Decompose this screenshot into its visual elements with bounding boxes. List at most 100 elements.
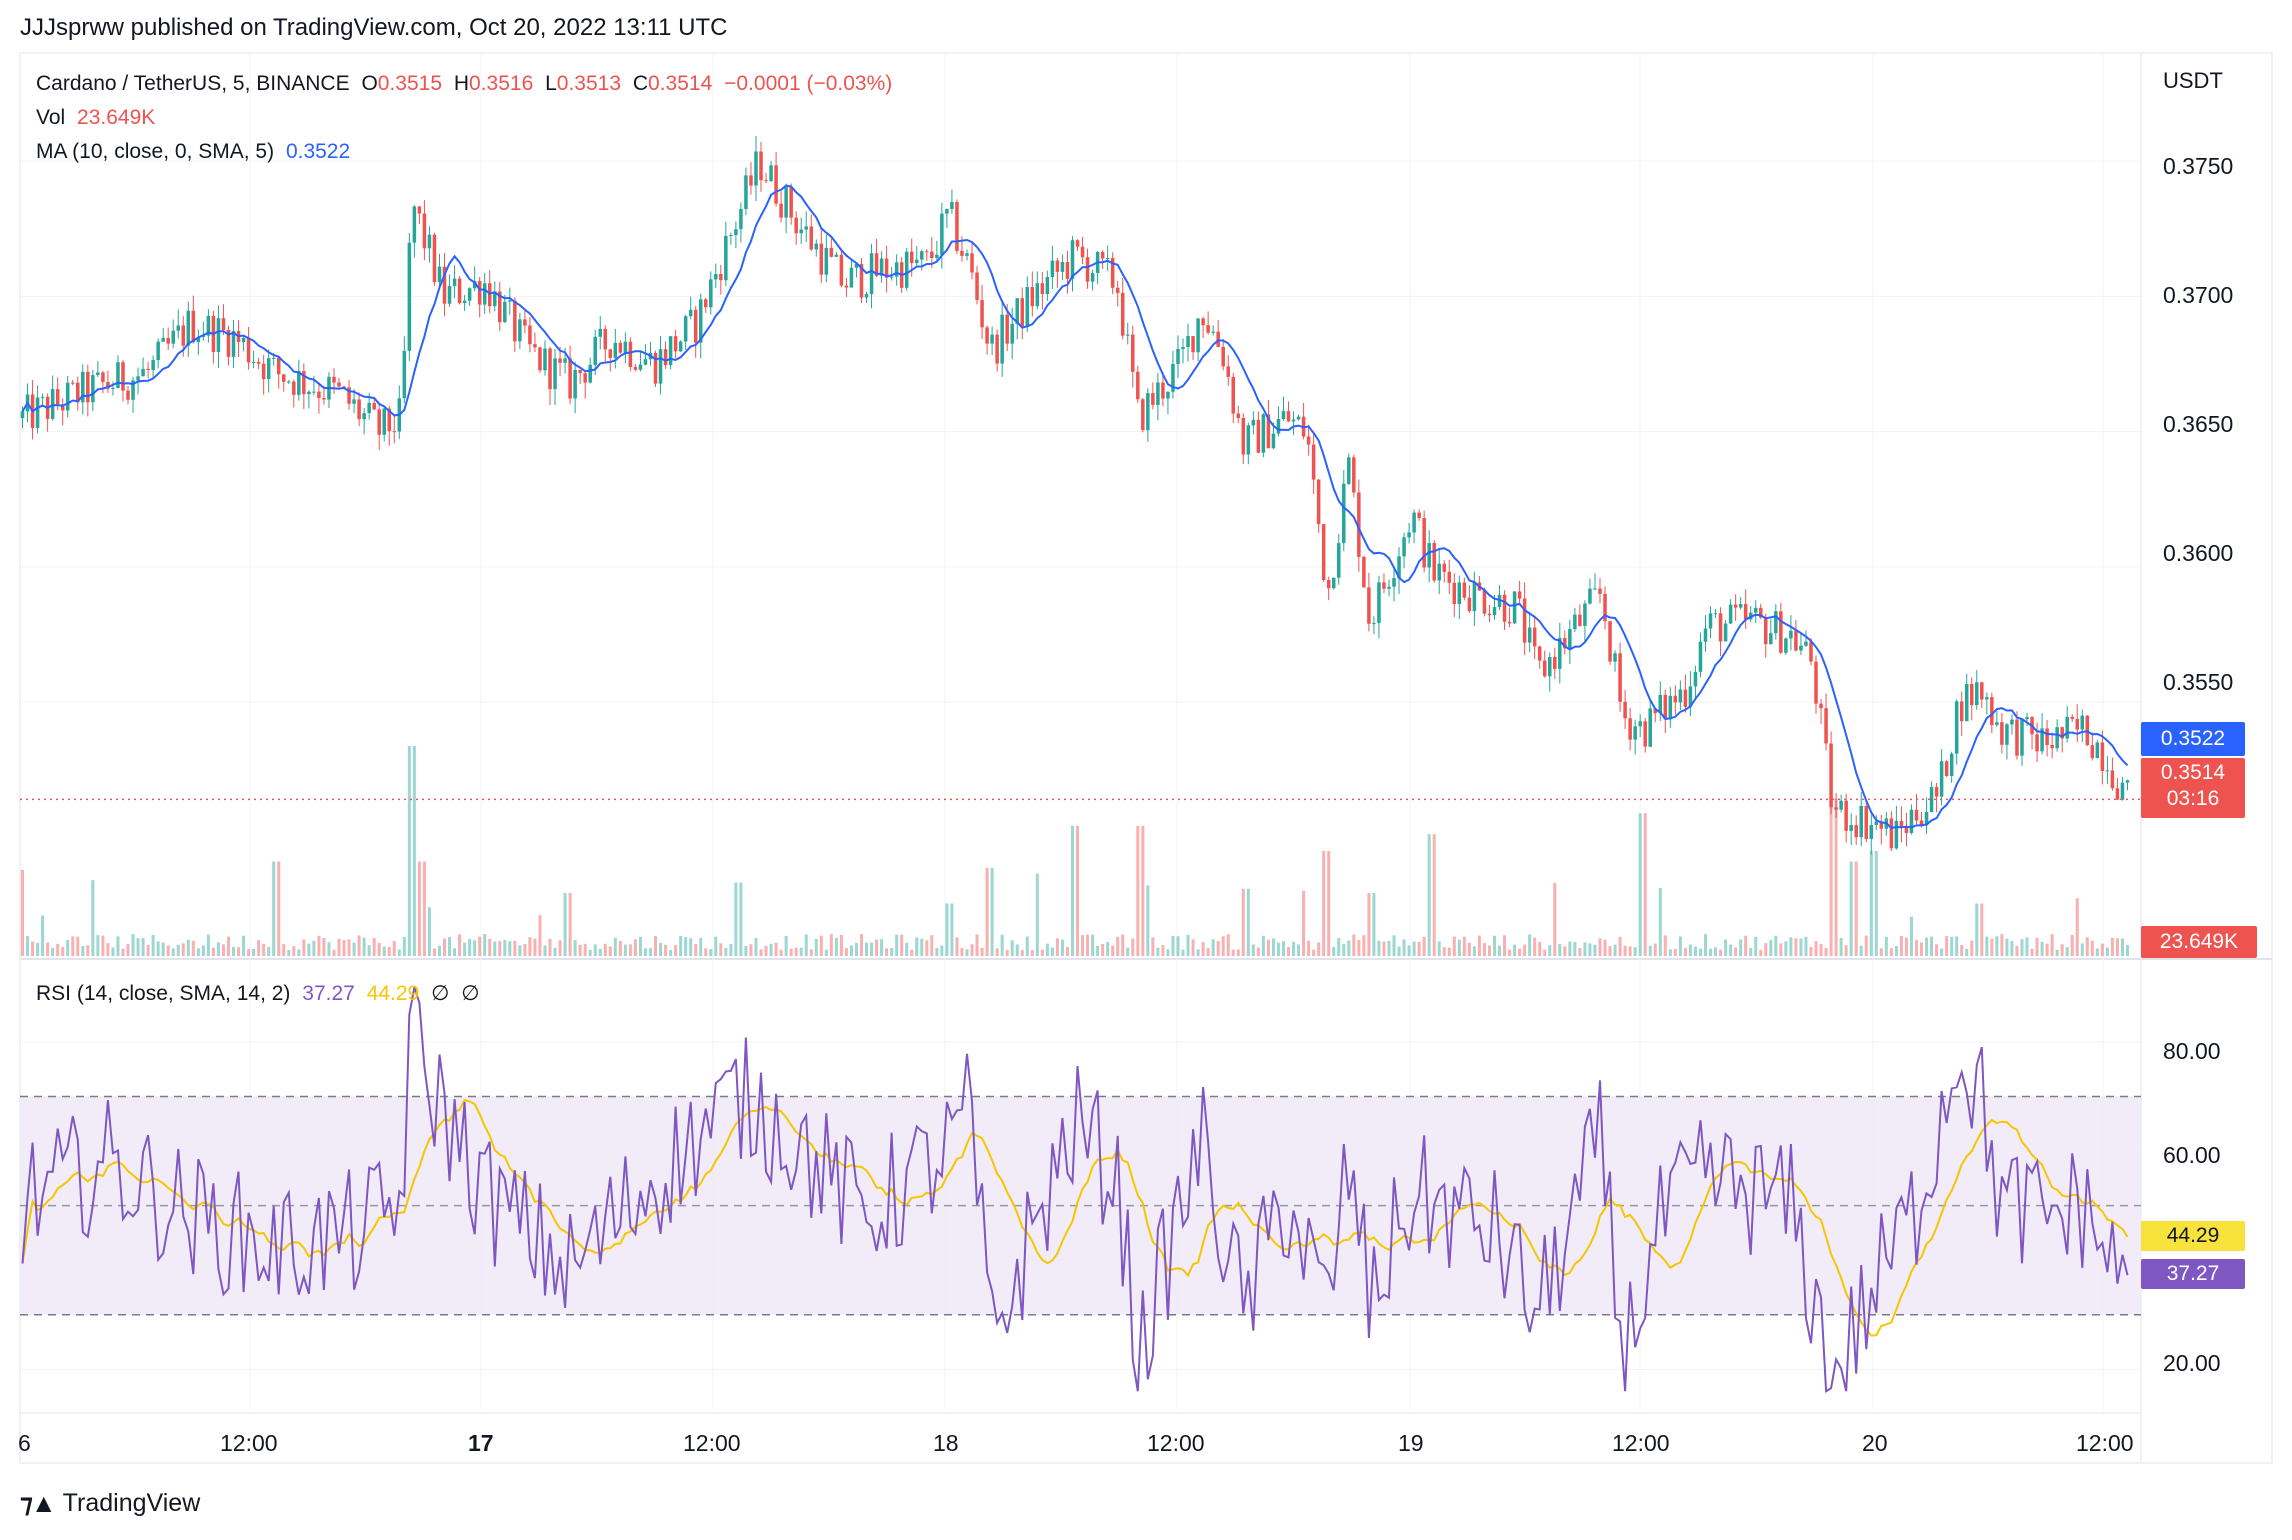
candle-body [382, 408, 386, 435]
candle-body [2000, 722, 2004, 745]
candle-body [1392, 578, 1396, 587]
candle-body [1161, 382, 1165, 399]
candle-body [1387, 586, 1391, 589]
candle-body [703, 299, 708, 308]
volume-bar [1799, 938, 1803, 956]
candle-body [1829, 743, 1833, 808]
volume-bar [36, 942, 40, 956]
candle-body [1055, 260, 1060, 272]
candle-body [1427, 543, 1431, 568]
candle-body [106, 382, 110, 389]
ohlc-low: L0.3513 [545, 72, 621, 95]
volume-bar [1683, 947, 1687, 956]
low-label: L [545, 72, 557, 95]
volume-bar [262, 943, 266, 956]
candle-body [1492, 607, 1497, 616]
candle-body [1241, 417, 1246, 455]
candle-body [1949, 753, 1954, 776]
volume-bar [312, 940, 316, 956]
candle-body [1120, 292, 1125, 336]
high-value: 0.3516 [469, 72, 534, 95]
candle-body [794, 217, 798, 234]
candle-body [1437, 563, 1441, 581]
candle-body [1176, 349, 1180, 364]
volume-bar [136, 938, 140, 956]
candle-body [1779, 611, 1783, 653]
volume-bar [709, 949, 713, 956]
candle-body [181, 325, 186, 346]
volume-bar [166, 945, 170, 956]
volume-bar [1583, 942, 1587, 956]
candle-body [1980, 682, 1984, 700]
candle-body [1110, 257, 1115, 288]
volume-bar [2095, 948, 2099, 956]
candle-body [226, 329, 231, 357]
ma-legend: MA (10, close, 0, SMA, 5) 0.3522 [36, 140, 356, 164]
volume-bar [31, 941, 35, 956]
candle-body [2105, 770, 2110, 772]
tradingview-brand[interactable]: ⁊▲ TradingView [20, 1488, 200, 1519]
candle-body [1502, 594, 1507, 622]
candle-body [1653, 708, 1658, 714]
candle-body [1010, 323, 1014, 344]
candle-body [292, 381, 296, 395]
candle-body [35, 397, 40, 428]
time-label-7: 12:00 [1612, 1430, 1670, 1456]
candle-body [829, 247, 834, 257]
rsi-band-fill [20, 1096, 2141, 1315]
candle-body [392, 431, 397, 433]
candle-body [1542, 660, 1547, 677]
volume-bar [1251, 944, 1255, 956]
volume-bar [885, 948, 889, 956]
volume-bar [1794, 938, 1798, 956]
volume-bar [1121, 934, 1125, 956]
volume-bar [2055, 949, 2059, 956]
volume-bar [126, 943, 130, 956]
open-value: 0.3515 [377, 72, 443, 95]
volume-bar [925, 940, 929, 956]
volume-bar [1141, 825, 1145, 956]
volume-bar [1879, 948, 1883, 956]
candle-body [1065, 262, 1070, 279]
volume-bar [51, 948, 55, 956]
rsi-polyline [21, 986, 2129, 1393]
volume-bar [849, 945, 853, 956]
volume-bar [1804, 936, 1808, 956]
volume-bar [1869, 851, 1873, 956]
volume-bar [1518, 948, 1522, 956]
volume-bar [1081, 935, 1085, 956]
volume-bar [563, 893, 567, 956]
time-label-2: 17 [468, 1430, 494, 1456]
candle-body [1025, 287, 1030, 327]
volume-bar [1693, 946, 1697, 956]
candle-body [1764, 617, 1768, 645]
candle-body [367, 402, 371, 414]
candle-body [1693, 671, 1698, 687]
volume-bar [181, 943, 185, 956]
volume-bar [81, 946, 85, 956]
candle-body [2100, 742, 2105, 772]
published-header: JJJsprww published on TradingView.com, O… [20, 14, 728, 41]
candle-body [427, 234, 432, 249]
candle-body [1558, 638, 1562, 669]
candle-body [1321, 524, 1326, 581]
candle-body [1171, 363, 1175, 392]
candle-body [950, 201, 954, 209]
candle-body [1306, 436, 1311, 445]
volume-bar [1925, 937, 1929, 956]
volume-bar [834, 937, 838, 956]
candle-body [734, 229, 738, 236]
candle-body [146, 368, 150, 370]
candle-body [804, 226, 808, 230]
volume-bar [1744, 935, 1748, 956]
vol-label: Vol [36, 106, 66, 129]
candle-body [1603, 593, 1607, 622]
candle-body [1633, 726, 1637, 740]
candle-body [1402, 537, 1406, 557]
candle-body [1683, 689, 1688, 707]
candle-body [2125, 780, 2130, 783]
volume-bar [699, 938, 703, 956]
volume-bar [1302, 890, 1306, 956]
volume-bar [21, 869, 25, 956]
